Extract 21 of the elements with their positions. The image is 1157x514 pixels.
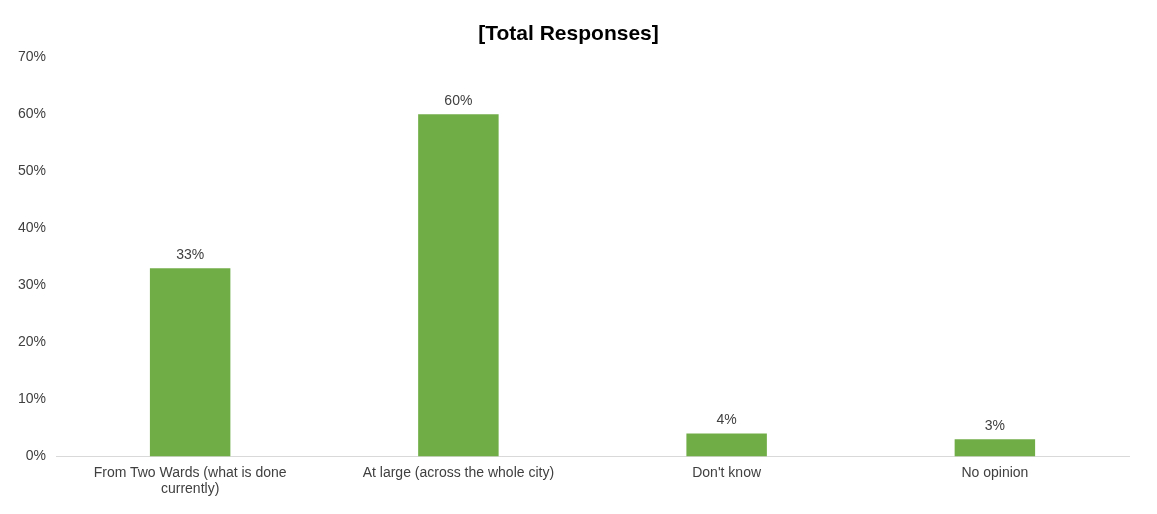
y-tick-label: 30% — [17, 276, 47, 293]
bar — [686, 433, 767, 457]
y-tick-label: 60% — [17, 105, 47, 122]
data-label: 60% — [444, 92, 473, 109]
bar — [149, 268, 231, 457]
data-label: 33% — [176, 246, 205, 263]
chart-title: [Total Responses] — [478, 21, 659, 45]
y-tick-label: 0% — [25, 447, 47, 464]
bar — [954, 439, 1036, 457]
y-tick-label: 40% — [17, 219, 47, 236]
data-label: 3% — [984, 417, 1005, 434]
x-tick-label: Don't know — [692, 463, 762, 480]
y-tick-label: 70% — [17, 48, 47, 65]
y-tick-label: 50% — [17, 162, 47, 179]
x-tick-label: From Two Wards (what is done currently) — [93, 463, 287, 497]
y-tick-label: 20% — [17, 333, 47, 350]
bar — [418, 114, 499, 457]
x-tick-label: No opinion — [961, 463, 1029, 480]
y-tick-label: 10% — [17, 390, 47, 407]
data-label: 4% — [716, 411, 737, 428]
x-tick-label: At large (across the whole city) — [362, 463, 555, 480]
